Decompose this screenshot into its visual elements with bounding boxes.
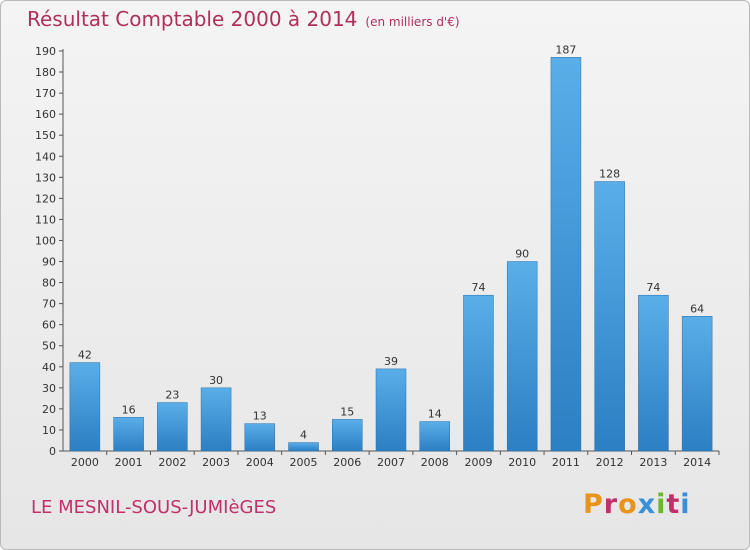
logo-letter: r bbox=[603, 489, 619, 520]
y-tick-label: 40 bbox=[42, 361, 56, 374]
x-tick-label: 2006 bbox=[333, 456, 361, 469]
y-tick-label: 70 bbox=[42, 298, 56, 311]
data-label: 42 bbox=[78, 349, 92, 362]
x-tick-label: 2003 bbox=[202, 456, 230, 469]
logo-letter: t bbox=[666, 489, 681, 520]
bar bbox=[594, 181, 625, 452]
bar bbox=[681, 316, 713, 452]
bar bbox=[157, 402, 188, 452]
y-tick-label: 50 bbox=[42, 340, 56, 353]
y-tick-label: 60 bbox=[42, 319, 56, 332]
x-tick-label: 2001 bbox=[115, 456, 143, 469]
bar bbox=[113, 417, 144, 452]
y-tick-label: 20 bbox=[42, 403, 56, 416]
x-tick-label: 2000 bbox=[71, 456, 99, 469]
x-tick-label: 2009 bbox=[464, 456, 492, 469]
logo-letter: i bbox=[680, 489, 691, 520]
bar bbox=[332, 419, 363, 452]
data-label: 30 bbox=[209, 374, 223, 387]
y-tick-label: 100 bbox=[35, 234, 56, 247]
data-label: 74 bbox=[646, 281, 660, 294]
x-tick-label: 2013 bbox=[639, 456, 667, 469]
data-label: 16 bbox=[122, 403, 136, 416]
chart-unit: (en milliers d'€) bbox=[365, 15, 460, 29]
data-label: 74 bbox=[471, 281, 485, 294]
data-label: 13 bbox=[253, 410, 267, 423]
x-tick-label: 2004 bbox=[246, 456, 274, 469]
data-label: 15 bbox=[340, 405, 354, 418]
y-tick-label: 110 bbox=[35, 213, 56, 226]
data-label: 90 bbox=[515, 248, 529, 261]
bar bbox=[244, 423, 276, 452]
data-label: 23 bbox=[165, 389, 179, 402]
y-tick-label: 140 bbox=[35, 150, 56, 163]
y-tick-label: 30 bbox=[42, 382, 56, 395]
logo-letter: x bbox=[637, 489, 657, 520]
data-label: 187 bbox=[555, 43, 576, 56]
logo-letter: i bbox=[656, 489, 667, 520]
y-tick-label: 170 bbox=[35, 87, 56, 100]
x-tick-label: 2007 bbox=[377, 456, 405, 469]
y-tick-label: 130 bbox=[35, 171, 56, 184]
y-tick-label: 190 bbox=[35, 45, 56, 58]
x-tick-label: 2012 bbox=[596, 456, 624, 469]
data-label: 128 bbox=[599, 168, 620, 181]
bar bbox=[69, 362, 101, 452]
y-tick-label: 150 bbox=[35, 129, 56, 142]
commune-name: LE MESNIL-SOUS-JUMIèGES bbox=[31, 497, 277, 518]
y-tick-label: 120 bbox=[35, 192, 56, 205]
bar bbox=[419, 421, 450, 452]
chart-title: Résultat Comptable 2000 à 2014 (en millie… bbox=[27, 7, 460, 31]
data-label: 64 bbox=[690, 302, 704, 315]
y-tick-label: 90 bbox=[42, 256, 56, 269]
chart-title-text: Résultat Comptable 2000 à 2014 bbox=[27, 7, 358, 31]
y-tick-label: 180 bbox=[35, 66, 56, 79]
bar bbox=[288, 442, 319, 452]
y-tick-label: 10 bbox=[42, 424, 56, 437]
x-tick-label: 2008 bbox=[421, 456, 449, 469]
bar bbox=[506, 261, 538, 452]
y-tick-label: 160 bbox=[35, 108, 56, 121]
bar bbox=[550, 57, 582, 452]
x-tick-label: 2014 bbox=[683, 456, 711, 469]
x-tick-label: 2005 bbox=[290, 456, 318, 469]
x-tick-label: 2002 bbox=[158, 456, 186, 469]
bar bbox=[463, 294, 494, 452]
data-label: 4 bbox=[300, 429, 307, 442]
x-tick-label: 2010 bbox=[508, 456, 536, 469]
proxiti-logo[interactable]: Proxiti bbox=[583, 489, 691, 520]
data-label: 14 bbox=[428, 408, 442, 421]
x-tick-label: 2011 bbox=[552, 456, 580, 469]
logo-letter: P bbox=[583, 489, 604, 520]
y-tick-label: 0 bbox=[49, 445, 56, 458]
y-tick-label: 80 bbox=[42, 277, 56, 290]
bar bbox=[200, 387, 232, 452]
bar bbox=[375, 368, 407, 452]
logo-letter: o bbox=[618, 489, 638, 520]
bar bbox=[638, 294, 669, 452]
data-label: 39 bbox=[384, 355, 398, 368]
